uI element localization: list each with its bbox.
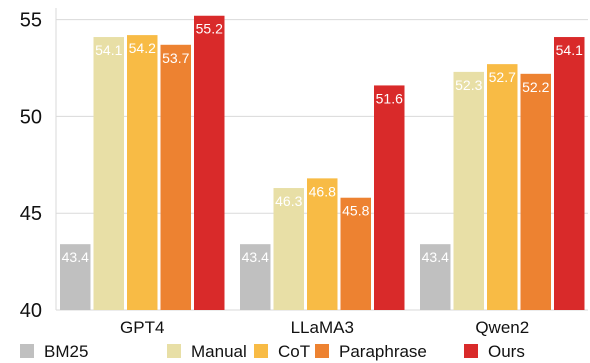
legend-swatch: [464, 344, 478, 358]
bar: [194, 15, 225, 310]
data-label: 43.4: [242, 249, 269, 265]
bar: [420, 244, 451, 310]
bar: [520, 73, 551, 310]
data-label: 54.1: [556, 42, 583, 58]
data-label: 52.3: [455, 77, 482, 93]
legend-label: Ours: [488, 342, 525, 361]
y-tick-label: 55: [20, 10, 42, 32]
data-label: 53.7: [162, 50, 189, 66]
y-axis: 40 45 50 55: [20, 10, 42, 322]
data-label: 52.7: [489, 69, 516, 85]
bar: [453, 71, 484, 310]
bar: [160, 44, 191, 311]
legend-swatch: [167, 344, 181, 358]
bars-layer: [60, 15, 585, 311]
x-tick-label: Qwen2: [475, 318, 529, 337]
bar: [60, 244, 91, 310]
y-tick-label: 40: [20, 300, 42, 322]
data-label: 52.2: [522, 79, 549, 95]
legend-label: Paraphrase: [339, 342, 427, 361]
bar: [273, 188, 304, 310]
x-axis: GPT4 LLaMA3 Qwen2: [120, 318, 529, 337]
bar: [240, 244, 271, 310]
legend-label: BM25: [44, 342, 88, 361]
data-label: 54.1: [95, 42, 122, 58]
x-tick-label: GPT4: [120, 318, 164, 337]
data-label: 55.2: [196, 21, 223, 37]
data-label: 45.8: [342, 203, 369, 219]
data-label: 46.3: [275, 193, 302, 209]
legend-swatch: [20, 344, 34, 358]
bar: [340, 197, 371, 310]
legend-label: Manual: [191, 342, 247, 361]
data-label: 46.8: [309, 183, 336, 199]
bar: [127, 35, 158, 310]
legend-label: CoT: [278, 342, 310, 361]
bar: [307, 178, 338, 310]
y-tick-label: 45: [20, 203, 42, 225]
data-label: 43.4: [422, 249, 449, 265]
legend-swatch: [254, 344, 268, 358]
bar: [93, 37, 124, 311]
x-tick-label: LLaMA3: [291, 318, 354, 337]
legend: BM25 Manual CoT Paraphrase Ours: [20, 342, 525, 361]
data-label: 51.6: [376, 90, 403, 106]
bar: [554, 37, 585, 311]
bar: [374, 85, 405, 310]
bar: [487, 64, 518, 311]
legend-swatch: [315, 344, 329, 358]
data-labels-layer: 43.4 54.1 54.2 53.7 55.2 43.4 46.3 46.8 45.8 51.6…: [62, 21, 583, 265]
data-label: 43.4: [62, 249, 89, 265]
y-tick-label: 50: [20, 106, 42, 128]
data-label: 54.2: [129, 40, 156, 56]
